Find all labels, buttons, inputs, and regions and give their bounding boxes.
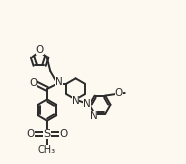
Text: O: O bbox=[29, 78, 37, 88]
Text: N: N bbox=[83, 99, 91, 109]
Text: O: O bbox=[59, 129, 68, 139]
Text: N: N bbox=[72, 96, 79, 106]
Text: O: O bbox=[115, 89, 123, 99]
Text: N: N bbox=[90, 111, 97, 121]
Text: N: N bbox=[55, 77, 63, 87]
Text: O: O bbox=[27, 129, 35, 139]
Text: O: O bbox=[36, 45, 44, 55]
Text: S: S bbox=[44, 129, 51, 139]
Text: CH₃: CH₃ bbox=[38, 145, 56, 155]
